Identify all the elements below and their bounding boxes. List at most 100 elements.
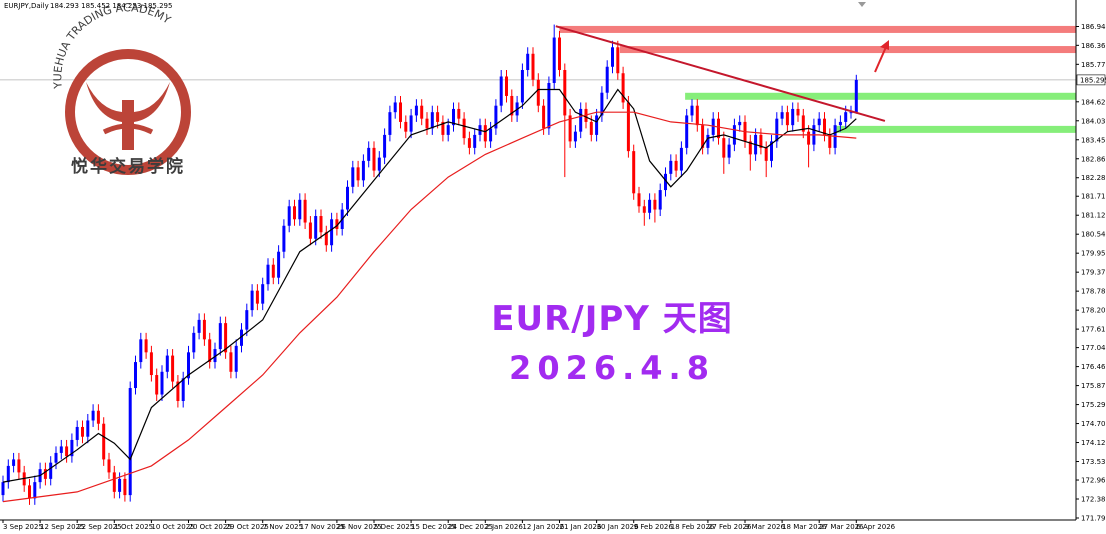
candle-body bbox=[489, 128, 493, 142]
candle-body bbox=[738, 121, 742, 126]
candle-body bbox=[192, 332, 196, 353]
candle-body bbox=[791, 108, 795, 126]
candle-body bbox=[176, 381, 180, 402]
candle-body bbox=[250, 290, 254, 311]
candle-body bbox=[648, 199, 652, 213]
chart-title: EUR/JPY 天图 bbox=[491, 299, 732, 339]
candle-body bbox=[229, 352, 233, 372]
x-tick-label: 6 Apr 2026 bbox=[856, 523, 895, 531]
x-tick-label: 10 Oct 2025 bbox=[151, 523, 194, 531]
zone bbox=[835, 125, 1076, 133]
candle-body bbox=[589, 121, 593, 135]
logo-mark bbox=[86, 82, 170, 150]
candle-body bbox=[118, 478, 122, 492]
candle-body bbox=[770, 141, 773, 161]
candle-body bbox=[717, 118, 720, 139]
chart-subtitle: 2026.4.8 bbox=[509, 349, 715, 387]
candle-body bbox=[356, 167, 360, 181]
candle-body bbox=[404, 121, 408, 132]
candle-body bbox=[43, 469, 47, 479]
x-tick-label: 27 Feb 2026 bbox=[708, 523, 752, 531]
x-tick-label: 1 Oct 2025 bbox=[114, 523, 153, 531]
candle-body bbox=[414, 105, 418, 116]
y-tick-label: 172.380 bbox=[1081, 496, 1106, 504]
candle-body bbox=[695, 105, 699, 126]
candle-body bbox=[70, 439, 74, 457]
candle-body bbox=[849, 112, 853, 114]
candle-body bbox=[595, 115, 599, 135]
candle-body bbox=[197, 319, 201, 333]
x-tick-label: 30 Jan 2026 bbox=[597, 523, 640, 531]
y-tick-label: 184.035 bbox=[1081, 117, 1106, 125]
candle-body bbox=[732, 125, 736, 145]
y-tick-label: 174.705 bbox=[1081, 420, 1106, 428]
candle-body bbox=[764, 147, 768, 161]
candle-body bbox=[748, 141, 752, 155]
y-tick-label: 185.775 bbox=[1081, 61, 1106, 69]
y-tick-label: 175.875 bbox=[1081, 382, 1106, 390]
x-tick-label: 29 Oct 2025 bbox=[226, 523, 269, 531]
candle-body bbox=[775, 118, 779, 142]
y-tick-label: 174.120 bbox=[1081, 439, 1106, 447]
candle-body bbox=[520, 69, 524, 103]
zone bbox=[619, 46, 1076, 54]
candle-body bbox=[510, 95, 514, 116]
candle-body bbox=[467, 138, 471, 148]
candle-body bbox=[807, 131, 811, 145]
candle-body bbox=[17, 459, 21, 473]
candle-body bbox=[547, 82, 551, 129]
candle-body bbox=[202, 319, 206, 340]
candle-body bbox=[261, 284, 265, 304]
candle-body bbox=[367, 147, 371, 161]
y-tick-label: 186.940 bbox=[1081, 23, 1106, 31]
candle-body bbox=[658, 190, 662, 210]
candle-body bbox=[552, 37, 556, 83]
arrow-head bbox=[880, 40, 889, 50]
candle-body bbox=[155, 375, 159, 395]
candle-body bbox=[505, 76, 508, 96]
x-tick-label: 26 Nov 2025 bbox=[337, 523, 382, 531]
candle-body bbox=[330, 219, 334, 246]
candle-body bbox=[473, 134, 477, 148]
candle-body bbox=[234, 345, 238, 372]
candle-body bbox=[346, 186, 349, 210]
candle-body bbox=[430, 112, 434, 129]
candle-body bbox=[436, 112, 440, 122]
candle-body bbox=[823, 118, 826, 135]
candle-body bbox=[494, 105, 498, 129]
candle-body bbox=[483, 125, 487, 142]
header-symbol: EURJPY,Daily bbox=[4, 2, 49, 10]
candle-body bbox=[399, 102, 402, 122]
x-tick-label: 18 Mar 2026 bbox=[782, 523, 827, 531]
y-tick-label: 175.290 bbox=[1081, 401, 1106, 409]
candle-body bbox=[96, 410, 100, 424]
candle-body bbox=[102, 423, 106, 460]
last-price-label: 185.295 bbox=[1080, 76, 1106, 84]
candle-body bbox=[685, 115, 689, 148]
candle-body bbox=[637, 193, 641, 207]
y-tick-label: 182.865 bbox=[1081, 155, 1106, 163]
candle-body bbox=[377, 157, 381, 171]
candle-body bbox=[171, 355, 175, 382]
candle-body bbox=[573, 131, 577, 142]
candle-body bbox=[128, 388, 132, 496]
arrow bbox=[874, 40, 889, 73]
candle-body bbox=[160, 371, 164, 395]
candle-body bbox=[149, 352, 153, 376]
candle-body bbox=[579, 108, 583, 132]
x-tick-label: 2 Jan 2026 bbox=[485, 523, 523, 531]
candle-body bbox=[674, 160, 678, 171]
candle-body bbox=[462, 118, 466, 139]
candle-body bbox=[12, 459, 16, 466]
candle-body bbox=[144, 339, 148, 353]
candle-body bbox=[1, 482, 5, 496]
candle-body bbox=[107, 459, 111, 473]
candle-body bbox=[711, 118, 715, 135]
x-tick-label: 21 Jan 2026 bbox=[560, 523, 603, 531]
candle-body bbox=[112, 472, 116, 492]
candle-body bbox=[801, 115, 805, 132]
candle-body bbox=[59, 446, 63, 453]
x-tick-label: 17 Nov 2025 bbox=[300, 523, 345, 531]
candle-body bbox=[796, 108, 800, 116]
